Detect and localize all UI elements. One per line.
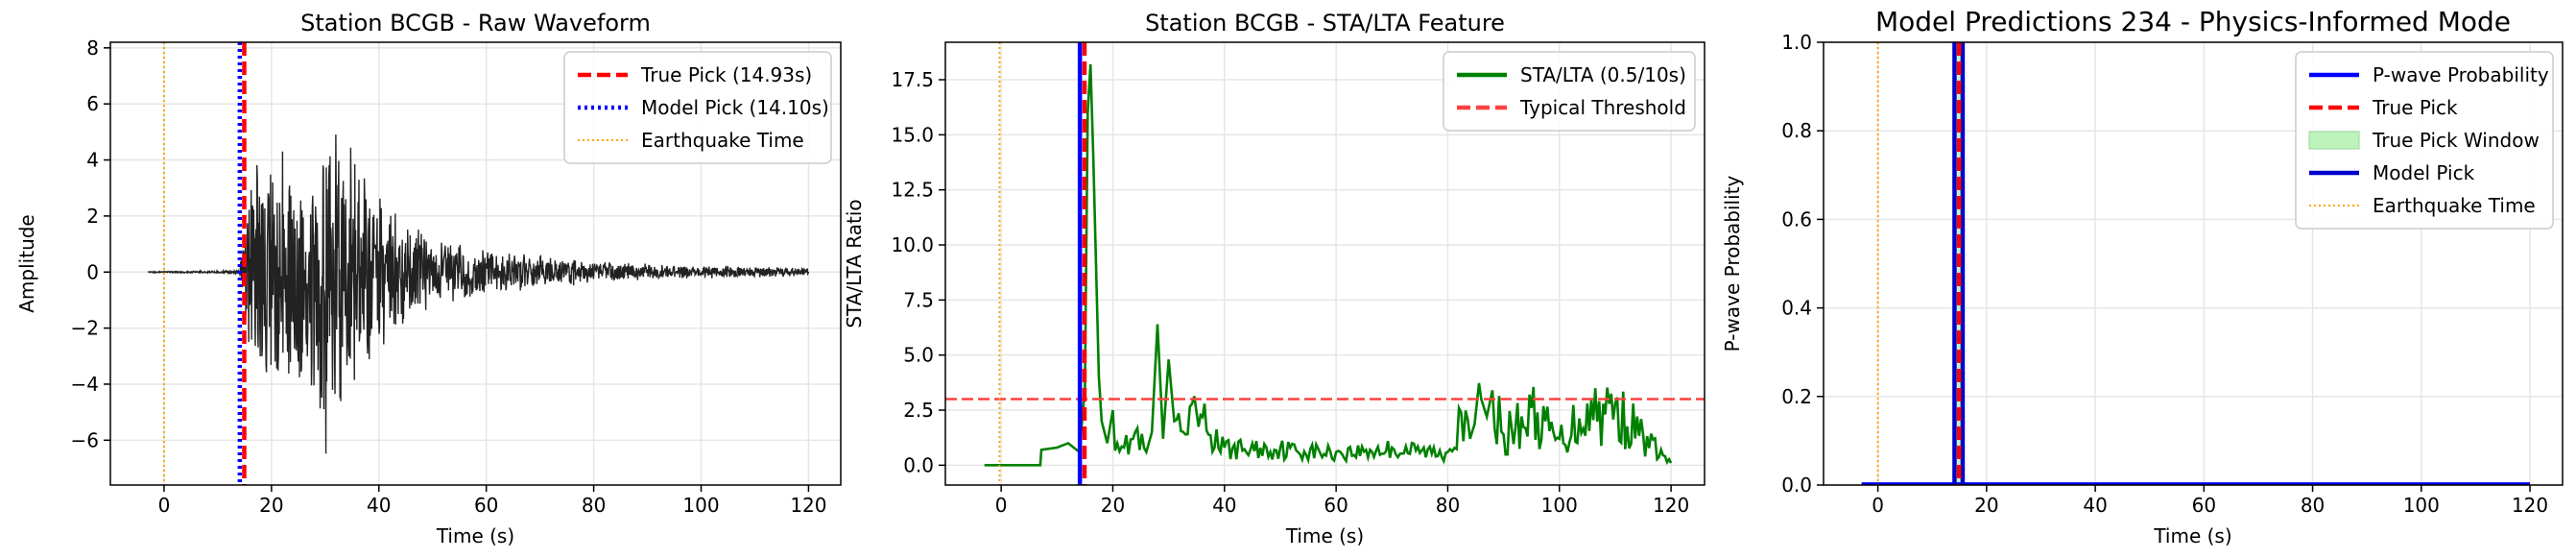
- y-tick-label: 7.5: [903, 288, 934, 311]
- axes-frame: [109, 41, 842, 486]
- legend-label: True Pick Window: [2372, 129, 2540, 152]
- legend-label: Typical Threshold: [1519, 96, 1686, 119]
- stalta-series: [984, 63, 1673, 467]
- legend-label: True Pick: [2372, 96, 2458, 119]
- legend-label: Model Pick: [2373, 161, 2475, 184]
- x-tick-label: 100: [682, 494, 719, 517]
- y-tick-label: 10.0: [891, 233, 934, 256]
- legend-label: Model Pick (14.10s): [641, 96, 829, 119]
- y-tick-label: 12.5: [891, 179, 934, 202]
- x-tick-label: 20: [1101, 494, 1125, 517]
- legend-box: [1443, 51, 1696, 132]
- legend-label: True Pick (14.93s): [640, 63, 812, 86]
- x-tick-label: 100: [1541, 494, 1578, 517]
- legend-label: Earthquake Time: [641, 129, 804, 152]
- x-tick-label: 80: [1436, 494, 1460, 517]
- x-tick-label: 120: [1653, 494, 1689, 517]
- legend-swatch: [2308, 131, 2360, 150]
- y-axis-label: STA/LTA Ratio: [843, 199, 866, 328]
- x-tick-label: 60: [1324, 494, 1348, 517]
- legend-box: [563, 51, 832, 164]
- y-tick-label: 0.0: [903, 453, 934, 476]
- axes-frame: [944, 41, 1705, 486]
- y-tick-label: 0.6: [1781, 207, 1812, 231]
- chart-panel-3: 0 20 40 60 80 100 120 0.0 0.2 0.4 0.6 0.8 1.0 Model P…: [1721, 6, 2564, 547]
- y-axis-label: Amplitude: [15, 214, 38, 313]
- y-tick-label: 2.5: [903, 399, 934, 422]
- plot-area: [1861, 42, 2531, 485]
- x-tick-label: 80: [582, 494, 606, 517]
- legend-box: [2295, 51, 2554, 230]
- chart-title: Station BCGB - STA/LTA Feature: [1145, 10, 1505, 36]
- y-tick-label: 0: [86, 260, 99, 283]
- legend-label: STA/LTA (0.5/10s): [1520, 63, 1686, 86]
- x-tick-label: 0: [158, 494, 171, 517]
- y-tick-label: 8: [86, 36, 99, 60]
- chart-title: Model Predictions 234 - Physics-Informed…: [1875, 6, 2511, 37]
- x-axis-label: Time (s): [436, 524, 514, 547]
- x-tick-label: 0: [1872, 494, 1884, 517]
- y-tick-label: 0.4: [1781, 297, 1812, 320]
- x-tick-label: 100: [2403, 494, 2440, 517]
- x-tick-label: 120: [2512, 494, 2548, 517]
- chart-panel-2: 0 20 40 60 80 100 120 0.0 2.5 5.0 7.5 10.0 12.5 15.0 1…: [843, 10, 1705, 547]
- y-tick-label: 0.2: [1781, 385, 1812, 408]
- y-tick-label: −2: [71, 317, 99, 340]
- x-tick-label: 80: [2301, 494, 2325, 517]
- chart-title: Station BCGB - Raw Waveform: [300, 10, 651, 36]
- legend: STA/LTA (0.5/10s) Typical Threshold: [1443, 51, 1696, 132]
- y-tick-label: −6: [71, 428, 99, 451]
- x-axis-label: Time (s): [2153, 524, 2231, 547]
- y-tick-label: 1.0: [1781, 31, 1812, 54]
- y-tick-label: 4: [86, 149, 99, 172]
- x-tick-label: 60: [474, 494, 498, 517]
- legend: P-wave Probability True Pick True Pick Win…: [2295, 51, 2554, 230]
- x-tick-label: 120: [790, 494, 826, 517]
- y-tick-label: 0.8: [1781, 119, 1812, 142]
- y-tick-label: 5.0: [903, 344, 934, 367]
- x-tick-label: 40: [2083, 494, 2107, 517]
- y-tick-label: 2: [86, 205, 99, 228]
- x-tick-label: 40: [367, 494, 391, 517]
- chart-panel-1: 0 20 40 60 80 100 120 −6 −4 −2 0 2 4 6 8 Station BCGB -…: [15, 10, 842, 547]
- plot-area: [147, 42, 810, 485]
- waveform-series: [147, 134, 810, 454]
- x-tick-label: 20: [259, 494, 283, 517]
- y-tick-label: 17.5: [891, 68, 934, 91]
- axes-frame: [1823, 41, 2564, 486]
- x-tick-label: 0: [995, 494, 1008, 517]
- y-axis-label: P-wave Probability: [1721, 176, 1744, 352]
- x-tick-label: 20: [1974, 494, 1998, 517]
- x-axis-label: Time (s): [1285, 524, 1364, 547]
- legend-label: Earthquake Time: [2373, 194, 2536, 217]
- y-tick-label: −4: [71, 373, 99, 396]
- legend-label: P-wave Probability: [2373, 63, 2549, 86]
- plot-area: [945, 42, 1705, 485]
- x-tick-label: 40: [1212, 494, 1236, 517]
- x-tick-label: 60: [2192, 494, 2216, 517]
- legend: True Pick (14.93s) Model Pick (14.10s) Ear…: [563, 51, 832, 164]
- y-tick-label: 6: [86, 92, 99, 115]
- y-tick-label: 0.0: [1781, 474, 1812, 497]
- y-tick-label: 15.0: [891, 123, 934, 146]
